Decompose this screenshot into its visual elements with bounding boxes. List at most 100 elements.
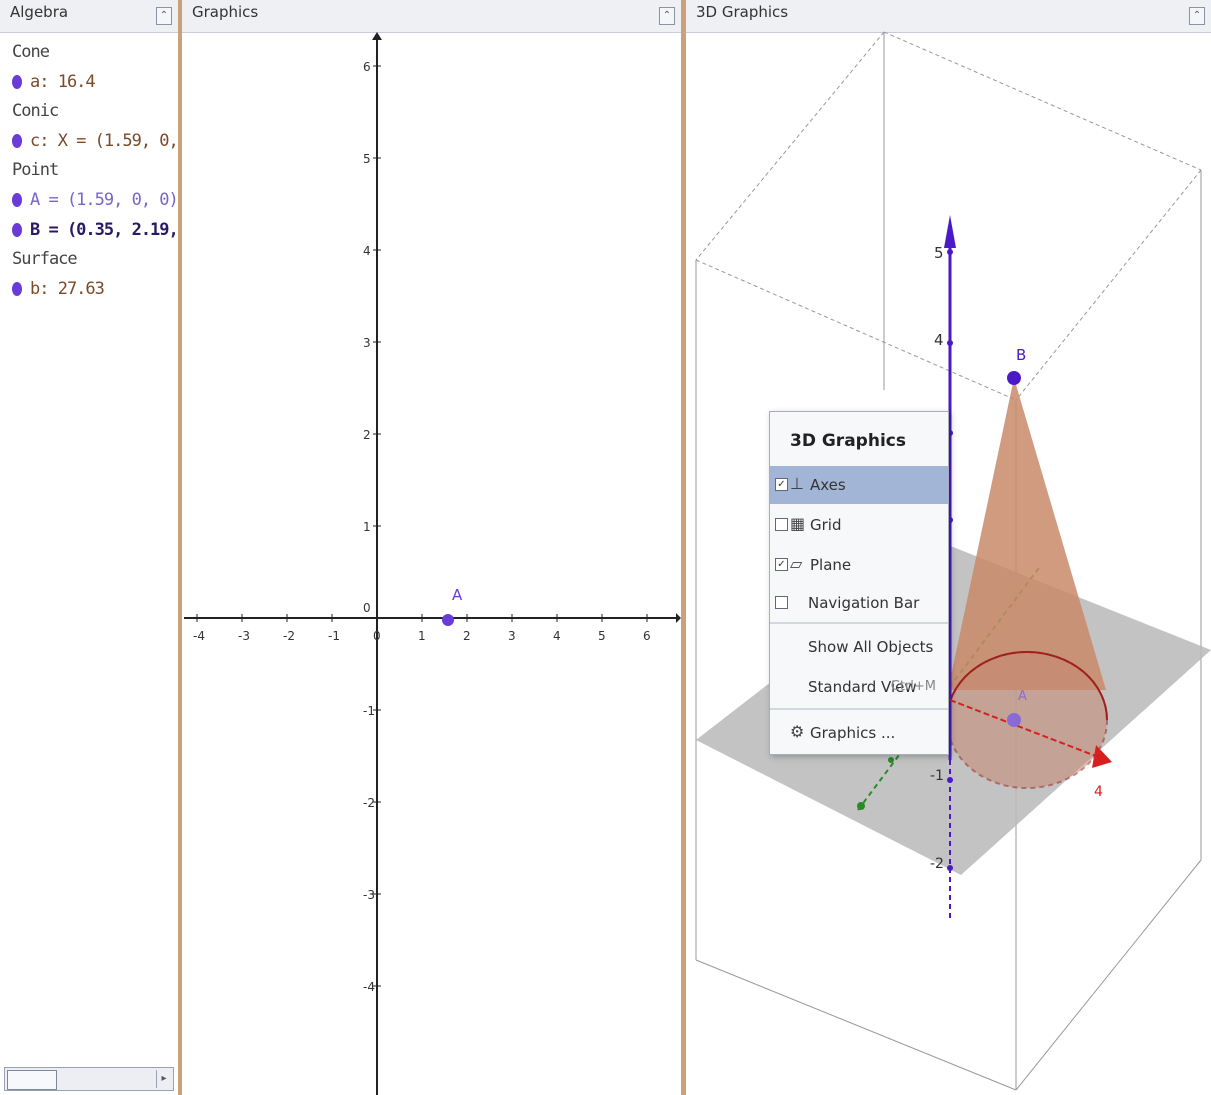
y-tick-label: 0	[363, 601, 371, 615]
y-tick-label: -3	[363, 888, 375, 902]
maximize-algebra-button[interactable]: ⌃	[156, 7, 172, 25]
algebra-view-title: Algebra	[10, 3, 69, 21]
point-A[interactable]	[442, 614, 454, 626]
menu-item-label: Plane	[810, 556, 852, 574]
axes-icon: ⊥	[790, 474, 804, 493]
gear-icon: ⚙	[790, 722, 805, 741]
menu-separator	[770, 708, 948, 710]
algebra-item-B[interactable]: B = (0.35, 2.19, 3)	[12, 215, 178, 245]
menu-item-standard-view[interactable]: Standard View Ctrl+M	[770, 668, 948, 706]
visibility-toggle-icon[interactable]	[12, 134, 22, 148]
x-tick-label: 5	[598, 629, 606, 643]
point-A-3d[interactable]	[1007, 713, 1021, 727]
menu-item-shortcut: Ctrl+M	[890, 679, 936, 694]
menu-item-label: Standard View	[808, 678, 917, 696]
algebra-view: Algebra ⌃ Cone a: 16.4 Conic c: X = (1.5…	[0, 0, 178, 1095]
x-tick-label: -1	[328, 629, 340, 643]
y-tick-label: 4	[363, 244, 371, 258]
menu-separator	[770, 622, 948, 624]
menu-item-grid[interactable]: ▦ Grid	[770, 506, 948, 544]
category-conic: Conic	[12, 101, 59, 121]
graphics-view-header: Graphics ⌃	[182, 0, 681, 33]
context-menu-title: 3D Graphics	[790, 431, 906, 451]
plane-checkbox[interactable]: ✓	[775, 558, 788, 571]
algebra-item-a[interactable]: a: 16.4	[12, 67, 174, 97]
x-tick-label: 4	[1094, 784, 1103, 800]
z-tick-label: 4	[934, 331, 944, 349]
plane-icon: ▱	[790, 554, 803, 573]
point-A-label: A	[452, 586, 463, 604]
point-A-3d-label: A	[1018, 689, 1027, 704]
algebra-item-b[interactable]: b: 27.63	[12, 274, 174, 304]
visibility-toggle-icon[interactable]	[12, 282, 22, 296]
visibility-toggle-icon[interactable]	[12, 75, 22, 89]
x-tick-group: -4 -3 -2 -1 0 1 2 3 4 5 6	[193, 614, 651, 643]
x-tick-label: 3	[508, 629, 516, 643]
menu-item-show-all-objects[interactable]: Show All Objects	[770, 628, 948, 666]
algebra-item-label: A = (1.59, 0, 0)	[30, 190, 178, 210]
grid-checkbox[interactable]	[775, 518, 788, 531]
axes-checkbox[interactable]: ✓	[775, 478, 788, 491]
z-tick-label: -1	[930, 768, 944, 784]
category-cone: Cone	[12, 42, 50, 62]
navigation-bar-checkbox[interactable]	[775, 596, 788, 609]
y-tick-label: 1	[363, 520, 371, 534]
x-tick-label: 0	[373, 629, 381, 643]
scrollbar-thumb[interactable]	[7, 1070, 57, 1090]
maximize-graphics-3d-button[interactable]: ⌃	[1189, 7, 1205, 25]
algebra-view-header: Algebra ⌃	[0, 0, 178, 33]
menu-item-label: Graphics ...	[810, 724, 896, 742]
category-point: Point	[12, 160, 59, 180]
z-tick-label: 5	[934, 244, 944, 262]
graphics-3d-context-menu: 3D Graphics ✓ ⊥ Axes ▦ Grid ✓ ▱ Plane Na…	[769, 411, 949, 755]
menu-item-label: Grid	[810, 516, 842, 534]
x-tick-label: 1	[418, 629, 426, 643]
graphics-view[interactable]: Graphics ⌃ -4 -3 -2 -1 0 1 2 3 4 5 6 6 5 4 3 2 1 0 -1 -2 -3…	[182, 0, 681, 1095]
graphics-3d-view-title: 3D Graphics	[696, 3, 789, 21]
menu-item-label: Navigation Bar	[808, 594, 920, 612]
menu-item-label: Axes	[810, 476, 846, 494]
maximize-graphics-button[interactable]: ⌃	[659, 7, 675, 25]
algebra-item-label: b: 27.63	[30, 279, 105, 299]
y-tick-label: 3	[363, 336, 371, 350]
visibility-toggle-icon[interactable]	[12, 193, 22, 207]
x-tick-label: 6	[643, 629, 651, 643]
x-axis-arrow-icon	[676, 613, 681, 623]
visibility-toggle-icon[interactable]	[12, 223, 22, 237]
menu-item-graphics-settings[interactable]: ⚙ Graphics ...	[770, 714, 948, 752]
bounding-box	[695, 31, 1202, 1091]
grid-icon: ▦	[790, 514, 806, 533]
algebra-item-A[interactable]: A = (1.59, 0, 0)	[12, 185, 178, 215]
point-B-label: B	[1016, 346, 1026, 364]
y-tick-label: 2	[363, 428, 371, 442]
menu-item-label: Show All Objects	[808, 638, 934, 656]
menu-item-navigation-bar[interactable]: Navigation Bar	[770, 584, 948, 622]
z-tick-label: -2	[930, 856, 944, 872]
graphics-canvas[interactable]: -4 -3 -2 -1 0 1 2 3 4 5 6 6 5 4 3 2 1 0 -1 -2 -3 -4 A	[182, 0, 681, 1095]
graphics-3d-view-header: 3D Graphics ⌃	[686, 0, 1211, 33]
menu-item-plane[interactable]: ✓ ▱ Plane	[770, 546, 948, 584]
x-tick-label: -3	[238, 629, 250, 643]
graphics-view-title: Graphics	[192, 3, 259, 21]
algebra-item-label: c: X = (1.59, 0, 0) + (-1	[30, 131, 178, 151]
algebra-list: Cone a: 16.4 Conic c: X = (1.59, 0, 0) +…	[12, 38, 178, 304]
cone-a[interactable]	[946, 378, 1108, 789]
y-tick-label: 6	[363, 60, 371, 74]
x-tick-label: -2	[283, 629, 295, 643]
algebra-item-label: a: 16.4	[30, 72, 96, 92]
x-tick-label: 2	[463, 629, 471, 643]
graphics-3d-canvas[interactable]: 5 4 -1 -2 4 B A	[686, 0, 1211, 1095]
algebra-item-c[interactable]: c: X = (1.59, 0, 0) + (-1	[12, 126, 178, 156]
y-tick-group: 6 5 4 3 2 1 0 -1 -2 -3 -4	[363, 60, 381, 994]
category-surface: Surface	[12, 249, 78, 269]
point-B[interactable]	[1007, 371, 1021, 385]
y-tick-label: 5	[363, 152, 371, 166]
scroll-right-icon[interactable]: ▸	[156, 1070, 171, 1088]
x-tick-label: 4	[553, 629, 561, 643]
menu-item-axes[interactable]: ✓ ⊥ Axes	[770, 466, 948, 504]
y-tick-label: -2	[363, 796, 375, 810]
horizontal-scrollbar[interactable]: ▸	[4, 1067, 174, 1091]
y-tick-label: -1	[363, 704, 375, 718]
algebra-item-label: B = (0.35, 2.19, 3)	[30, 220, 178, 240]
z-axis-3d: 5 4 -1 -2	[930, 215, 956, 920]
